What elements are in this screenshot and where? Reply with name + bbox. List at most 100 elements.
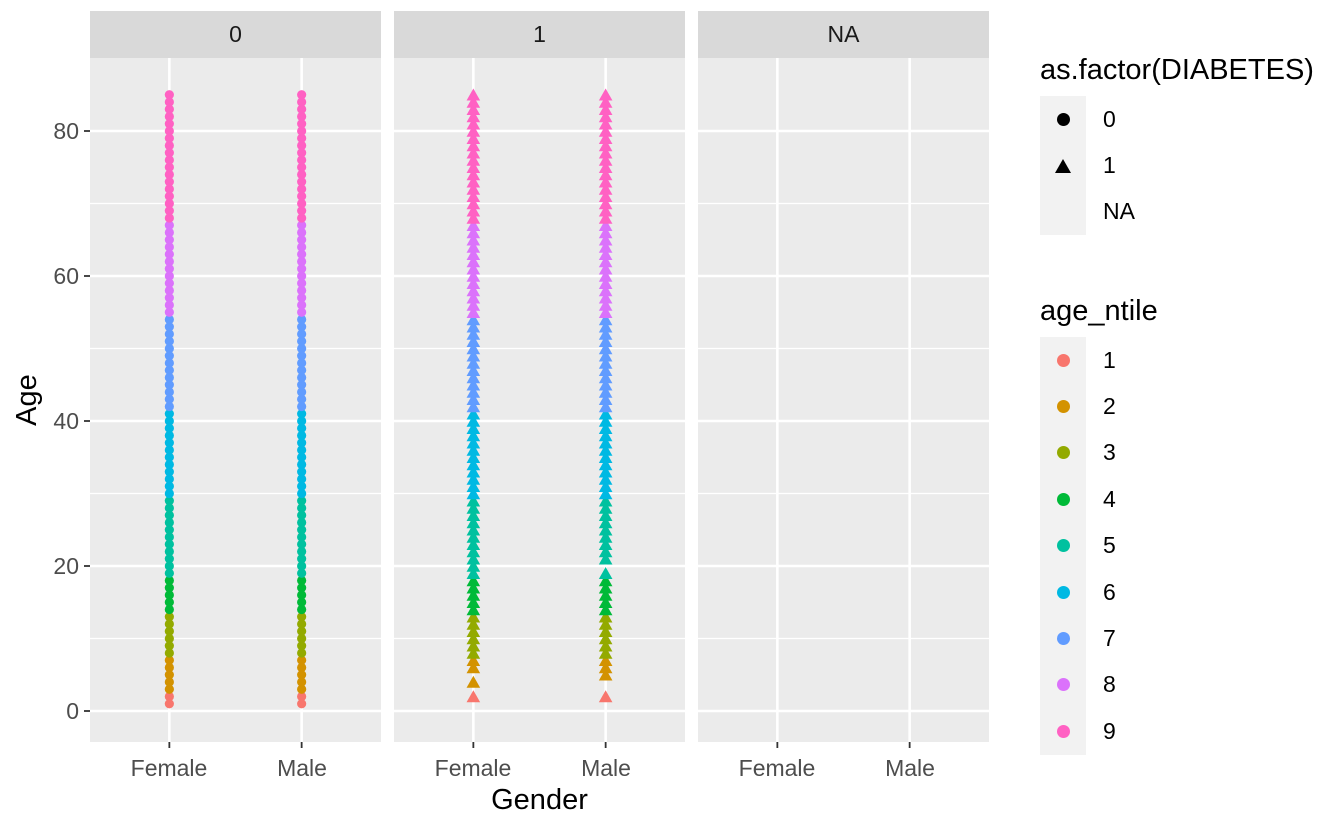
data-point (297, 300, 307, 310)
data-point (297, 191, 307, 201)
legend-entry-NA: NA (1040, 188, 1340, 236)
data-point (466, 480, 481, 493)
data-point (297, 119, 307, 129)
data-point (466, 559, 481, 572)
data-point (297, 351, 307, 361)
data-point (466, 211, 481, 224)
data-point (466, 182, 481, 195)
data-point (297, 503, 307, 513)
data-point (297, 648, 307, 658)
legend-entry-0: 0 (1040, 96, 1340, 143)
legend-entry-label: 3 (1103, 439, 1116, 466)
color-dot-icon (1056, 446, 1070, 460)
data-point (466, 617, 481, 630)
data-point (297, 148, 307, 158)
data-point (297, 619, 307, 629)
data-point (164, 278, 174, 288)
data-point (164, 126, 174, 136)
data-point (466, 291, 481, 304)
data-point (466, 429, 481, 442)
data-point (466, 588, 481, 601)
data-point (466, 596, 481, 609)
data-point (466, 226, 481, 239)
data-point (466, 675, 481, 688)
data-point (466, 204, 481, 217)
legend-entry-label: 1 (1103, 152, 1116, 179)
legend-entry-9: 9 (1040, 708, 1340, 755)
data-point (164, 510, 174, 520)
data-point (598, 291, 613, 304)
data-point (164, 430, 174, 441)
legend-entry-label: 2 (1103, 393, 1116, 420)
data-point (598, 625, 613, 638)
data-point (297, 583, 307, 593)
data-point (466, 219, 481, 232)
data-point (297, 474, 307, 484)
legend-key (1040, 568, 1086, 616)
points-1-female (466, 88, 481, 703)
data-point (466, 139, 481, 152)
data-point (598, 132, 613, 145)
data-point (598, 472, 613, 485)
data-point (164, 358, 174, 368)
data-point (164, 380, 174, 390)
data-point (598, 313, 613, 326)
legend-entry-label: 0 (1103, 105, 1116, 132)
legend-key (1040, 615, 1086, 662)
data-point (598, 530, 613, 543)
data-point (297, 641, 307, 651)
data-point (297, 626, 307, 636)
data-point (164, 300, 174, 310)
data-point (598, 378, 613, 391)
data-point (598, 356, 613, 369)
data-point (297, 699, 307, 709)
data-point (466, 509, 481, 522)
data-point (164, 351, 174, 361)
panel-background (90, 58, 381, 742)
data-point (598, 219, 613, 232)
data-point (466, 690, 481, 703)
data-point (164, 372, 174, 383)
data-point (164, 343, 174, 354)
data-point (598, 277, 613, 290)
data-point (466, 646, 481, 659)
data-point (164, 626, 174, 636)
data-point (466, 581, 481, 594)
x-tick-label-female-facet1: Female (434, 755, 512, 781)
data-point (466, 284, 481, 297)
data-point (164, 155, 174, 165)
data-point (466, 153, 481, 166)
data-point (297, 604, 307, 615)
circle-shape-icon (1056, 112, 1070, 126)
data-point (297, 322, 307, 332)
data-point (297, 155, 307, 165)
data-point (297, 401, 307, 412)
data-point (164, 387, 174, 397)
panel-background (394, 58, 685, 742)
data-point (164, 633, 174, 644)
data-point (297, 684, 307, 694)
data-point (164, 481, 174, 491)
data-point (466, 414, 481, 427)
legend-key (1040, 708, 1086, 755)
data-point (164, 119, 174, 129)
data-point (297, 445, 307, 455)
data-point (297, 416, 307, 426)
data-point (164, 140, 174, 151)
legend-key (1040, 142, 1086, 189)
data-point (297, 496, 307, 506)
data-point (598, 451, 613, 464)
data-point (164, 546, 174, 557)
data-point (164, 568, 174, 578)
data-point (164, 264, 174, 274)
data-point (164, 227, 174, 238)
data-point (164, 517, 174, 528)
data-point (466, 240, 481, 253)
data-point (297, 343, 307, 354)
data-point (466, 146, 481, 159)
data-point (164, 554, 174, 564)
data-point (598, 639, 613, 652)
data-point (598, 581, 613, 594)
data-point (297, 575, 307, 586)
